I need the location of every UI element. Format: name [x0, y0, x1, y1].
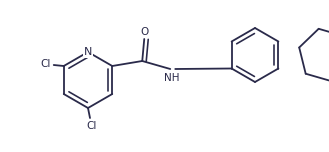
Text: NH: NH [164, 73, 180, 83]
Text: Cl: Cl [40, 59, 51, 69]
Text: O: O [140, 27, 148, 37]
Text: Cl: Cl [87, 121, 97, 131]
Text: N: N [84, 47, 92, 57]
